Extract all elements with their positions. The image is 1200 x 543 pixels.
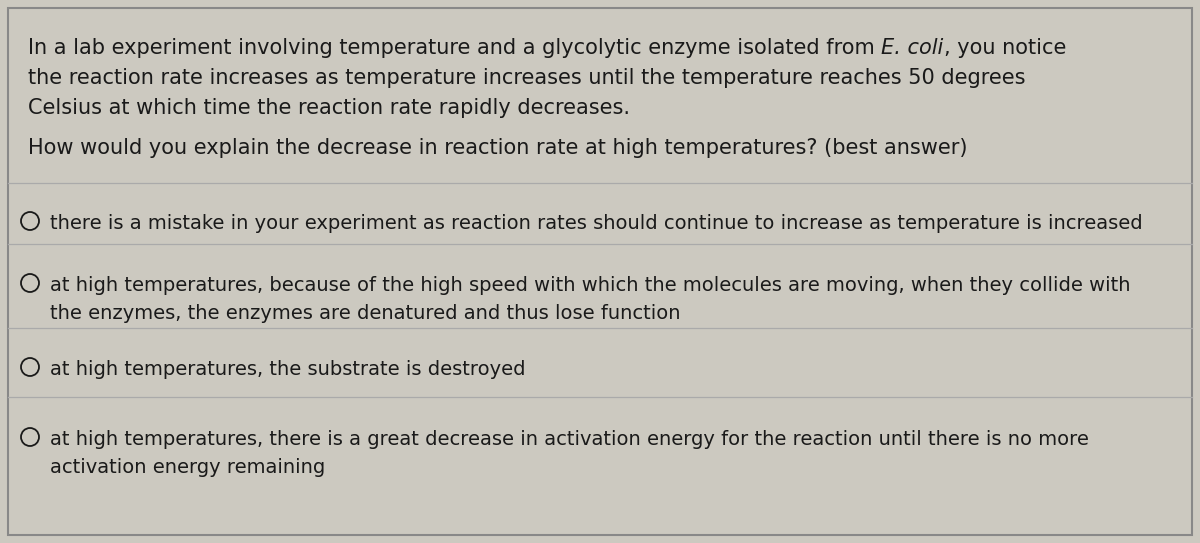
Text: activation energy remaining: activation energy remaining [50, 458, 325, 477]
Text: How would you explain the decrease in reaction rate at high temperatures? (best : How would you explain the decrease in re… [28, 138, 967, 158]
Text: at high temperatures, the substrate is destroyed: at high temperatures, the substrate is d… [50, 360, 526, 379]
Text: the enzymes, the enzymes are denatured and thus lose function: the enzymes, the enzymes are denatured a… [50, 304, 680, 323]
Text: In a lab experiment involving temperature and a glycolytic enzyme isolated from: In a lab experiment involving temperatur… [28, 38, 881, 58]
Text: there is a mistake in your experiment as reaction rates should continue to incre: there is a mistake in your experiment as… [50, 214, 1142, 233]
Text: E. coli: E. coli [881, 38, 943, 58]
Text: at high temperatures, there is a great decrease in activation energy for the rea: at high temperatures, there is a great d… [50, 430, 1088, 449]
Text: , you notice: , you notice [943, 38, 1066, 58]
Text: Celsius at which time the reaction rate rapidly decreases.: Celsius at which time the reaction rate … [28, 98, 630, 118]
Text: at high temperatures, because of the high speed with which the molecules are mov: at high temperatures, because of the hig… [50, 276, 1130, 295]
Text: the reaction rate increases as temperature increases until the temperature reach: the reaction rate increases as temperatu… [28, 68, 1026, 88]
